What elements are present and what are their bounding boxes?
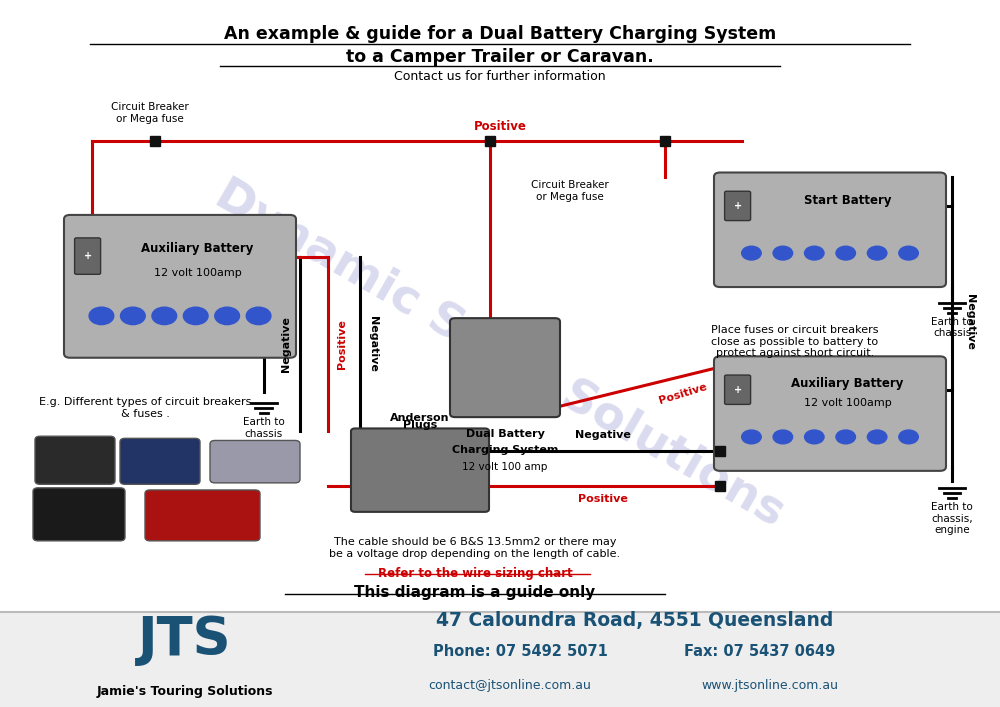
Text: Charging System: Charging System — [452, 445, 558, 455]
Circle shape — [121, 307, 145, 325]
Text: 47 Caloundra Road, 4551 Queensland: 47 Caloundra Road, 4551 Queensland — [436, 612, 834, 630]
Text: Earth to
chassis: Earth to chassis — [931, 317, 973, 339]
FancyBboxPatch shape — [210, 440, 300, 483]
Text: Refer to the wire sizing chart: Refer to the wire sizing chart — [378, 567, 572, 580]
FancyBboxPatch shape — [35, 436, 115, 484]
Text: An example & guide for a Dual Battery Charging System: An example & guide for a Dual Battery Ch… — [224, 25, 776, 43]
Bar — [0, 612, 1000, 707]
Text: Earth to
chassis: Earth to chassis — [243, 417, 284, 439]
Text: 12 volt 100amp: 12 volt 100amp — [804, 398, 891, 408]
Circle shape — [867, 430, 887, 444]
Text: contact@jtsonline.com.au: contact@jtsonline.com.au — [429, 679, 591, 692]
Circle shape — [246, 307, 271, 325]
Text: Negative: Negative — [575, 430, 630, 440]
Text: Negative: Negative — [965, 293, 975, 350]
Text: Earth to
chassis,
engine: Earth to chassis, engine — [931, 502, 973, 535]
Text: JTS: JTS — [138, 614, 232, 666]
Text: Jamie's Touring Solutions: Jamie's Touring Solutions — [97, 685, 273, 698]
Text: This diagram is a guide only: This diagram is a guide only — [354, 585, 596, 600]
Text: Circuit Breaker
or Mega fuse: Circuit Breaker or Mega fuse — [531, 180, 609, 202]
Circle shape — [899, 430, 918, 444]
Text: The cable should be 6 B&S 13.5mm2 or there may
be a voltage drop depending on th: The cable should be 6 B&S 13.5mm2 or the… — [329, 537, 621, 559]
Circle shape — [742, 246, 761, 260]
FancyBboxPatch shape — [351, 428, 489, 512]
Text: Positive: Positive — [578, 494, 627, 504]
Circle shape — [215, 307, 239, 325]
Text: Start Battery: Start Battery — [804, 194, 891, 206]
Text: Auxiliary Battery: Auxiliary Battery — [141, 243, 254, 255]
Circle shape — [742, 430, 761, 444]
Text: +: + — [84, 251, 92, 261]
Text: Place fuses or circuit breakers
close as possible to battery to
protect against : Place fuses or circuit breakers close as… — [711, 325, 879, 358]
Circle shape — [867, 246, 887, 260]
FancyBboxPatch shape — [120, 438, 200, 484]
Circle shape — [805, 246, 824, 260]
Text: Auxiliary Battery: Auxiliary Battery — [791, 378, 904, 390]
Text: Dual Battery: Dual Battery — [466, 429, 544, 439]
Circle shape — [773, 430, 793, 444]
FancyBboxPatch shape — [33, 488, 125, 541]
Text: Negative: Negative — [281, 316, 291, 372]
FancyBboxPatch shape — [145, 490, 260, 541]
FancyBboxPatch shape — [450, 318, 560, 417]
Circle shape — [899, 246, 918, 260]
FancyBboxPatch shape — [714, 356, 946, 471]
FancyBboxPatch shape — [725, 375, 751, 404]
Circle shape — [183, 307, 208, 325]
Text: Fax: 07 5437 0649: Fax: 07 5437 0649 — [684, 644, 836, 660]
Text: Circuit Breaker
or Mega fuse: Circuit Breaker or Mega fuse — [111, 102, 189, 124]
Text: Positive: Positive — [474, 120, 526, 133]
Text: Positive: Positive — [658, 382, 709, 407]
Text: +: + — [734, 385, 742, 395]
Text: Dynamic Solar Solutions: Dynamic Solar Solutions — [207, 172, 793, 535]
Text: to a Camper Trailer or Caravan.: to a Camper Trailer or Caravan. — [346, 47, 654, 66]
Text: Anderson: Anderson — [390, 413, 450, 423]
Circle shape — [805, 430, 824, 444]
Text: E.g. Different types of circuit breakers
& fuses .: E.g. Different types of circuit breakers… — [39, 397, 251, 419]
FancyBboxPatch shape — [714, 173, 946, 287]
FancyBboxPatch shape — [725, 192, 751, 221]
Text: +: + — [734, 201, 742, 211]
Text: www.jtsonline.com.au: www.jtsonline.com.au — [702, 679, 838, 692]
Circle shape — [836, 246, 855, 260]
Text: Negative: Negative — [368, 316, 378, 372]
FancyBboxPatch shape — [75, 238, 101, 274]
Text: 12 volt 100amp: 12 volt 100amp — [154, 268, 241, 278]
Circle shape — [89, 307, 114, 325]
Text: Phone: 07 5492 5071: Phone: 07 5492 5071 — [433, 644, 607, 660]
Text: Contact us for further information: Contact us for further information — [394, 70, 606, 83]
Text: 12 volt 100 amp: 12 volt 100 amp — [462, 462, 548, 472]
Circle shape — [836, 430, 855, 444]
FancyBboxPatch shape — [64, 215, 296, 358]
Text: Positive: Positive — [337, 319, 347, 369]
Circle shape — [773, 246, 793, 260]
Text: Plugs: Plugs — [403, 420, 437, 430]
Circle shape — [152, 307, 177, 325]
